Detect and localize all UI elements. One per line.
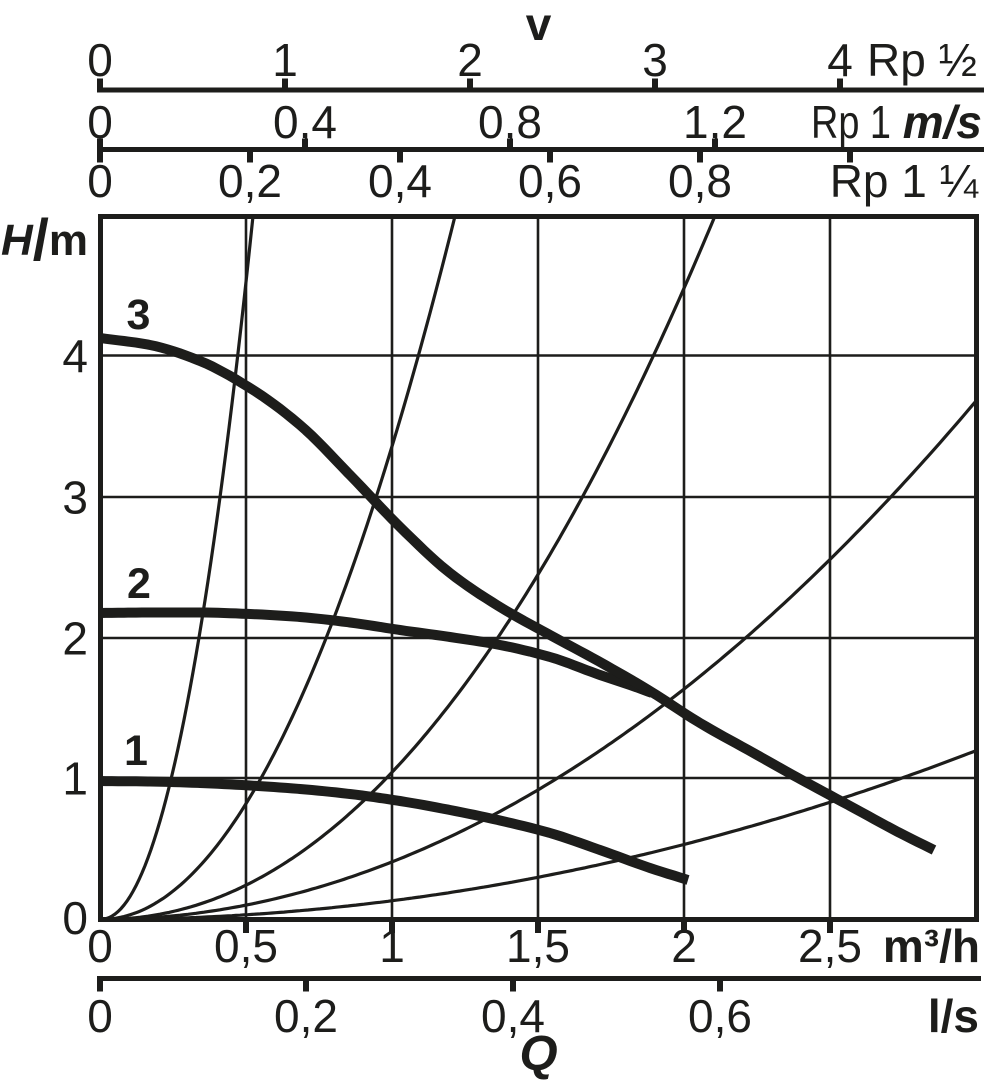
svg-text:0: 0 — [87, 155, 113, 207]
svg-text:4: 4 — [827, 34, 853, 86]
svg-text:Rp 1: Rp 1 — [811, 96, 891, 148]
svg-text:3: 3 — [62, 472, 88, 524]
svg-text:0,4: 0,4 — [368, 155, 432, 207]
svg-text:0: 0 — [87, 34, 113, 86]
svg-text:2: 2 — [457, 34, 483, 86]
svg-text:v: v — [526, 0, 552, 50]
svg-text:2,5: 2,5 — [798, 920, 862, 972]
svg-text:0,2: 0,2 — [218, 155, 282, 207]
svg-text:0,8: 0,8 — [668, 155, 732, 207]
svg-text:Rp 1 ¼: Rp 1 ¼ — [830, 155, 979, 207]
svg-text:1: 1 — [379, 920, 405, 972]
svg-text:0,6: 0,6 — [688, 990, 752, 1042]
svg-text:0,5: 0,5 — [214, 920, 278, 972]
svg-text:0,8: 0,8 — [478, 96, 542, 148]
svg-text:l/s: l/s — [928, 990, 979, 1042]
svg-text:4: 4 — [62, 330, 88, 382]
svg-text:2: 2 — [62, 613, 88, 665]
svg-text:0,4: 0,4 — [273, 96, 337, 148]
svg-text:3: 3 — [642, 34, 668, 86]
svg-text:2: 2 — [127, 560, 151, 608]
svg-text:0: 0 — [87, 96, 113, 148]
svg-text:0,4: 0,4 — [481, 990, 545, 1042]
svg-text:1: 1 — [62, 753, 88, 805]
svg-text:m³/h: m³/h — [883, 920, 980, 972]
svg-text:0: 0 — [62, 892, 88, 944]
svg-text:1,5: 1,5 — [506, 920, 570, 972]
svg-text:Q: Q — [519, 1027, 557, 1080]
svg-text:0,6: 0,6 — [518, 155, 582, 207]
svg-text:2: 2 — [671, 920, 697, 972]
svg-text:m/s: m/s — [903, 96, 982, 148]
svg-text:1: 1 — [124, 727, 148, 775]
svg-text:0,2: 0,2 — [274, 990, 338, 1042]
svg-text:3: 3 — [127, 291, 151, 339]
svg-text:H/m: H/m — [1, 208, 88, 273]
svg-text:1,2: 1,2 — [683, 96, 747, 148]
svg-text:1: 1 — [272, 34, 298, 86]
svg-text:0: 0 — [87, 990, 113, 1042]
svg-text:Rp ½: Rp ½ — [867, 34, 977, 86]
svg-text:0: 0 — [87, 920, 113, 972]
